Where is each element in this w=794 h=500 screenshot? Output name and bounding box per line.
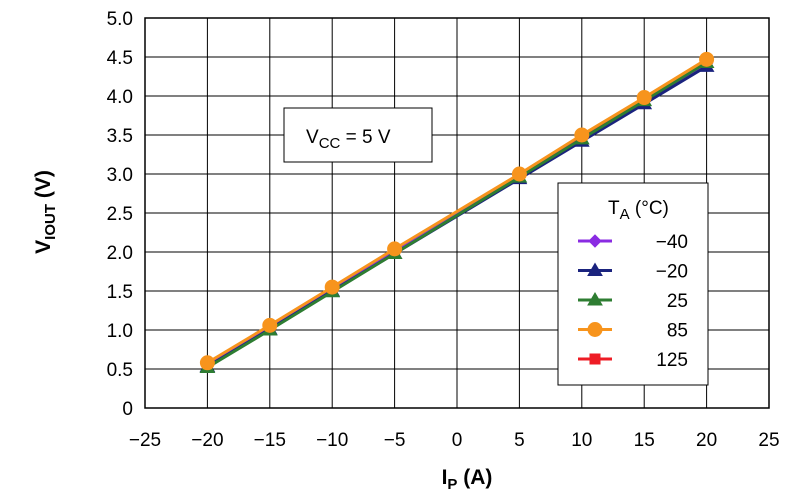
y-tick-label: 3.0 xyxy=(107,165,133,186)
y-tick-label: 4.0 xyxy=(107,87,133,108)
legend-swatch-marker xyxy=(587,292,603,306)
x-tick-label: −25 xyxy=(129,430,161,451)
data-point xyxy=(324,279,340,295)
y-axis-title: VIOUT (V) xyxy=(32,170,59,254)
x-tick-label: 20 xyxy=(696,430,717,451)
legend-swatch-marker xyxy=(589,353,601,365)
legend-swatch-marker xyxy=(588,234,602,248)
legend-label: 125 xyxy=(656,350,688,371)
vcc-annotation: VCC = 5 V xyxy=(283,107,433,163)
vcc-annotation-text: VCC = 5 V xyxy=(306,127,391,152)
y-tick-label: 3.5 xyxy=(107,126,133,147)
plot-area-frame xyxy=(144,17,770,409)
x-tick-label: −5 xyxy=(384,430,406,451)
legend-label: −20 xyxy=(656,262,688,283)
data-point xyxy=(199,355,215,371)
y-axis-title-main: V xyxy=(32,240,55,254)
legend-swatch-marker xyxy=(587,262,603,276)
y-tick-label: 1.5 xyxy=(107,282,133,303)
legend-entry: 85 xyxy=(578,321,688,342)
x-tick-label: −20 xyxy=(191,430,223,451)
x-tick-label: 0 xyxy=(452,430,463,451)
y-tick-label: 5.0 xyxy=(107,9,133,30)
y-tick-label: 0.5 xyxy=(107,360,133,381)
y-tick-label: 2.5 xyxy=(107,204,133,225)
x-tick-label: 15 xyxy=(634,430,655,451)
data-point xyxy=(636,90,652,106)
data-point xyxy=(387,241,403,257)
vcc-annotation-sub: CC xyxy=(319,135,341,152)
x-tick-label: 5 xyxy=(514,430,525,451)
data-point xyxy=(574,127,590,143)
legend-label: 85 xyxy=(667,321,688,342)
y-tick-label: 4.5 xyxy=(107,48,133,69)
vcc-annotation-box xyxy=(283,107,433,163)
x-axis-title-unit: (A) xyxy=(457,466,492,489)
x-tick-label: −10 xyxy=(316,430,348,451)
legend-entry: 25 xyxy=(578,291,688,312)
legend-label: 25 xyxy=(667,291,688,312)
series-3 xyxy=(199,51,715,371)
legend-box xyxy=(557,182,709,386)
legend-title-rest: (°C) xyxy=(630,198,669,219)
vcc-annotation-main: V xyxy=(306,127,319,148)
x-tick-label: 25 xyxy=(758,430,779,451)
x-axis-title: IP (A) xyxy=(442,466,493,493)
data-point xyxy=(262,317,278,333)
legend-entry: −20 xyxy=(578,262,688,283)
legend-title-sub: A xyxy=(620,206,630,223)
y-tick-label: 0 xyxy=(122,399,133,420)
legend-entries: −40 −20 25 85 125 xyxy=(578,232,688,371)
y-axis-title-sub: IOUT xyxy=(42,204,59,240)
y-axis-title-unit: (V) xyxy=(32,170,55,204)
series-group xyxy=(199,51,715,373)
legend: TA (°C) −40 −20 25 85 125 xyxy=(557,182,709,386)
x-axis-title-sub: P xyxy=(447,476,457,493)
legend-entry: −40 xyxy=(578,232,688,253)
legend-label: −40 xyxy=(656,232,688,253)
data-point xyxy=(511,166,527,182)
legend-title: TA (°C) xyxy=(608,198,669,223)
series-line xyxy=(206,61,708,369)
x-axis-title-main: I xyxy=(442,466,448,489)
legend-title-main: T xyxy=(608,198,620,219)
y-axis-tick-labels: 0 0.5 1.0 1.5 2.0 2.5 3.0 3.5 4.0 4.5 5.0 xyxy=(107,9,133,420)
y-tick-label: 1.0 xyxy=(107,321,133,342)
data-point xyxy=(699,51,715,67)
legend-swatch-marker xyxy=(587,322,603,337)
y-tick-label: 2.0 xyxy=(107,243,133,264)
series-line xyxy=(206,58,708,365)
vcc-annotation-rest: = 5 V xyxy=(340,127,390,148)
x-axis-tick-labels: −25 −20 −15 −10 −5 0 5 10 15 20 25 xyxy=(129,430,780,451)
x-tick-label: 10 xyxy=(571,430,592,451)
x-tick-label: −15 xyxy=(254,430,286,451)
legend-entry: 125 xyxy=(578,350,688,371)
